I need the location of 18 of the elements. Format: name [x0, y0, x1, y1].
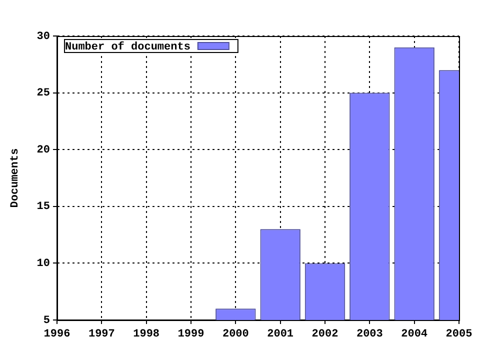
x-tick-label: 1997 — [88, 328, 115, 340]
x-tick-label: 2005 — [446, 328, 473, 340]
x-tick-label: 1996 — [44, 328, 70, 340]
y-tick-label: 30 — [36, 30, 50, 43]
x-tick-label: 2000 — [222, 328, 249, 340]
x-tick-label: 2002 — [312, 328, 338, 340]
y-tick-label: 20 — [36, 144, 50, 156]
y-tick-label: 5 — [43, 314, 50, 327]
x-tick-label: 1998 — [133, 328, 160, 340]
x-tick-label: 2001 — [267, 328, 294, 340]
y-tick-label: 10 — [36, 258, 50, 270]
legend-label: Number of documents — [65, 40, 190, 54]
y-axis-title: Documents — [9, 148, 22, 208]
x-tick-label: 2003 — [356, 328, 384, 340]
y-tick-label: 25 — [36, 88, 50, 100]
x-tick-label: 1999 — [178, 328, 204, 340]
x-tick-label: 2004 — [401, 328, 428, 340]
y-tick-label: 15 — [36, 201, 50, 214]
